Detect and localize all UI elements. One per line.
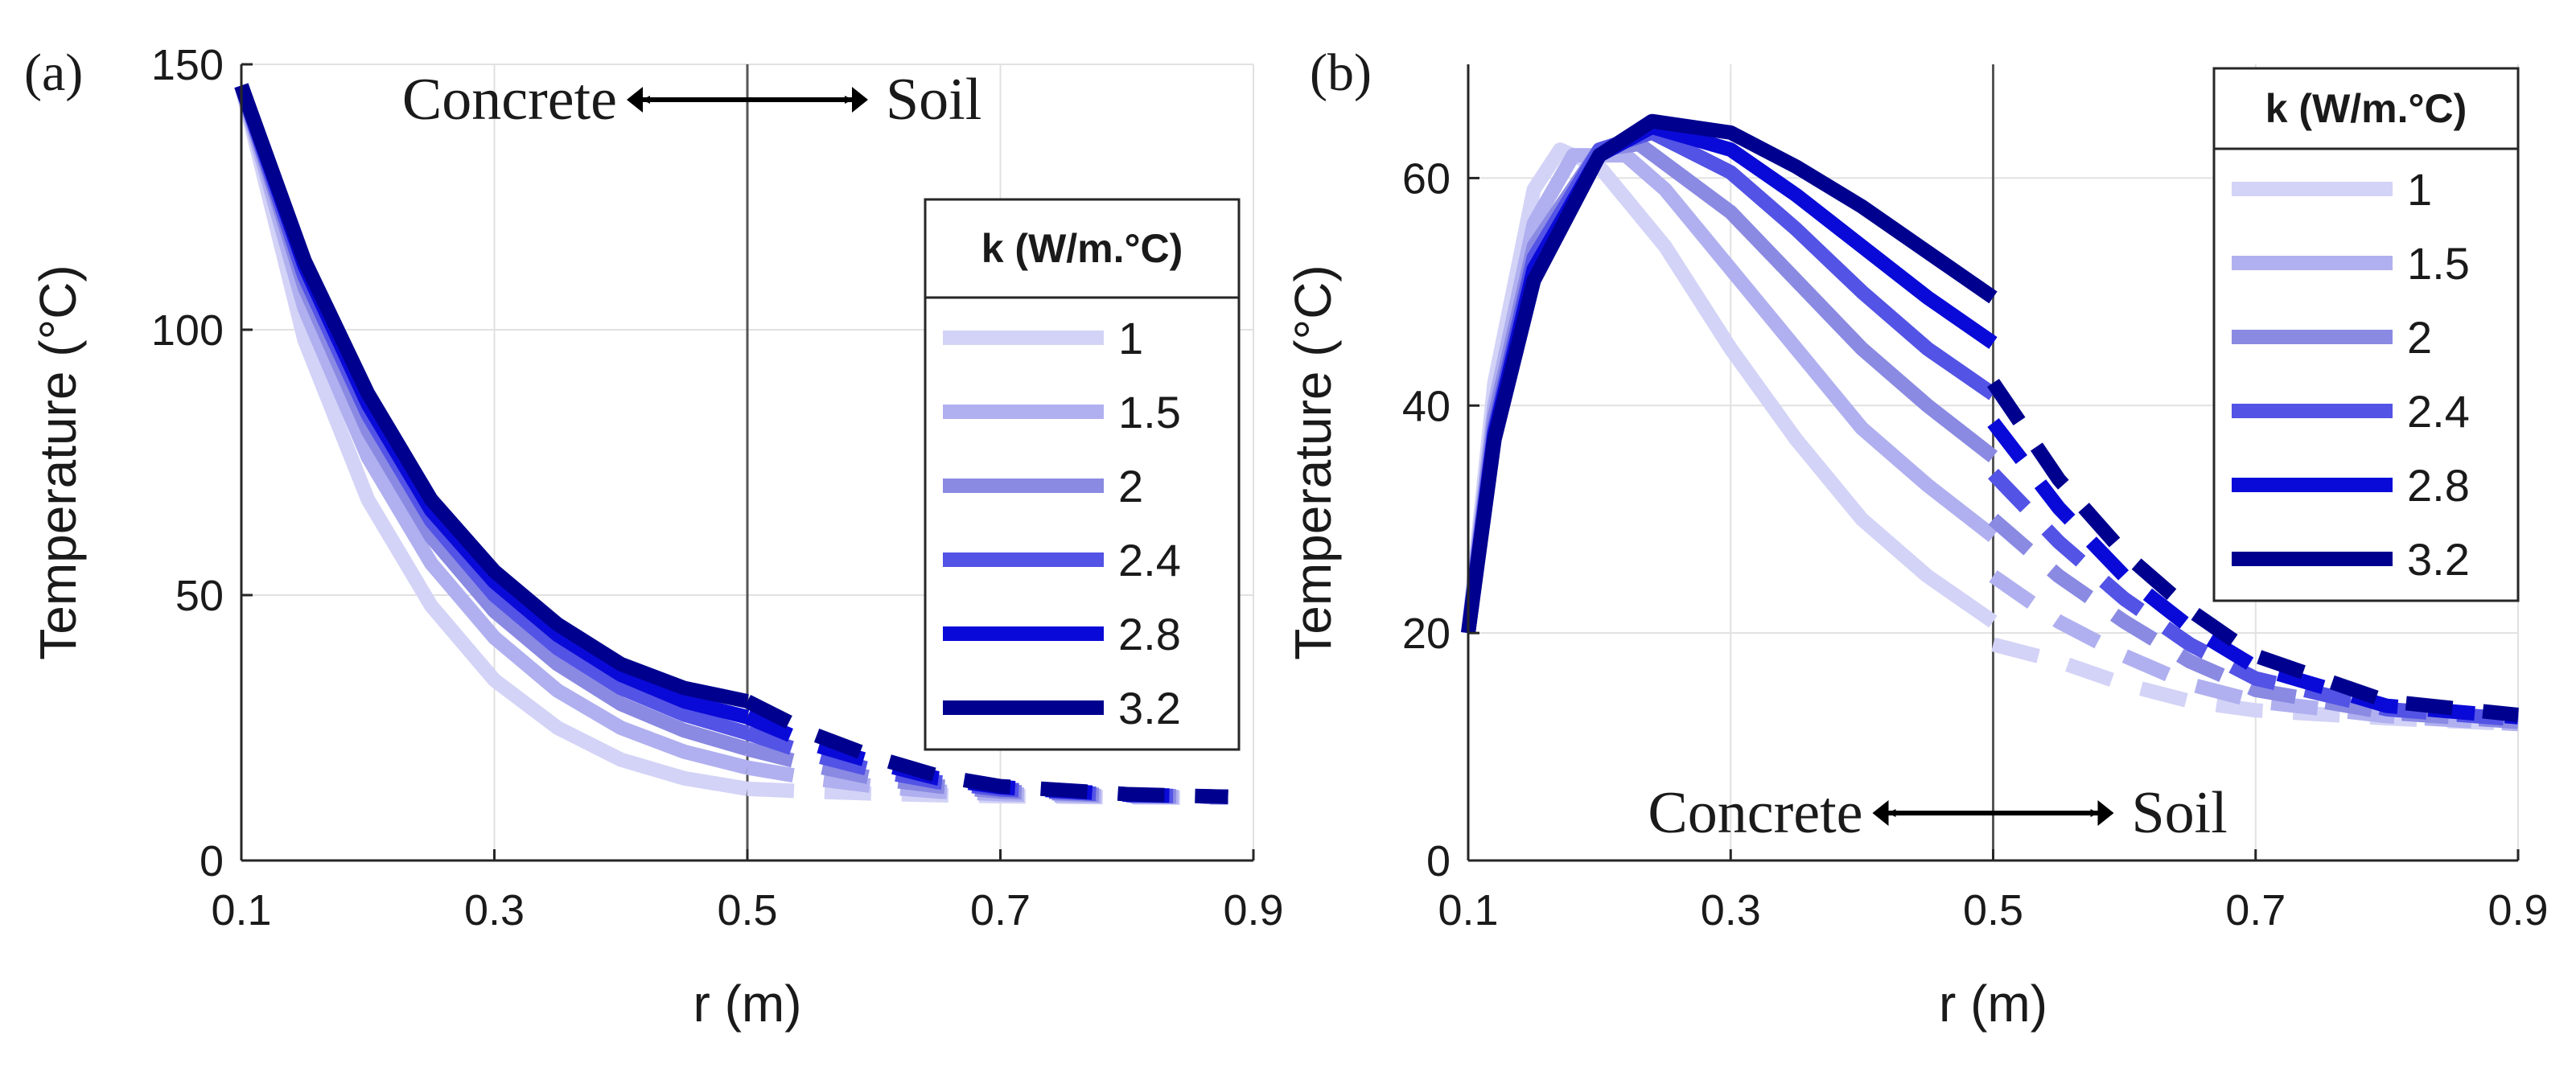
legend-label-k-1: 1 (2407, 164, 2432, 215)
x-tick-label: 0.5 (717, 886, 777, 934)
legend-label-k-3.2: 3.2 (2407, 534, 2470, 585)
series-line-soil-k-2.8 (1987, 418, 2519, 725)
legend-title: k (W/m.°C) (2265, 86, 2467, 131)
y-tick-label: 0 (1426, 837, 1451, 885)
x-tick-label: 0.1 (211, 886, 271, 934)
x-axis-label: r (m) (693, 975, 801, 1033)
series-line-concrete-k-3.2 (1461, 113, 1998, 635)
y-axis-label: Temperature (°C) (29, 265, 87, 660)
x-tick-label: 0.9 (1223, 886, 1283, 934)
x-tick-label: 0.1 (1438, 886, 1498, 934)
x-tick-label: 0.9 (2488, 886, 2548, 934)
series-line-concrete-k-1.5 (234, 83, 750, 775)
series-line-concrete-k-1 (234, 84, 749, 796)
series-line-soil-k-2 (1988, 513, 2519, 729)
panel-label: (a) (24, 43, 83, 102)
annotation-concrete: Concrete (1648, 780, 1862, 846)
chart-panel-a: 0.1 0.3 0.5 0.7 0.9 0 50 100 150 r (m) Temperature… (24, 41, 1284, 1033)
legend-box (924, 198, 1241, 751)
y-tick-label: 50 (175, 572, 224, 620)
y-tick-label: 0 (200, 837, 224, 885)
x-tick-label: 0.7 (970, 886, 1031, 934)
x-tick-label: 0.7 (2225, 886, 2286, 934)
x-tick-label: 0.3 (1701, 886, 1761, 934)
legend-label-k-3.2: 3.2 (1118, 683, 1181, 733)
y-tick-label: 150 (151, 41, 224, 89)
arrow-right-head-icon (852, 87, 868, 113)
legend-label-k-2.4: 2.4 (2407, 386, 2470, 437)
y-tick-label: 20 (1402, 610, 1451, 658)
x-tick-label: 0.3 (464, 886, 525, 934)
legend-label-k-1.5: 1.5 (1118, 387, 1181, 437)
series-line-soil-k-3.2 (1987, 378, 2519, 722)
chart-panel-b: 0.1 0.3 0.5 0.7 0.9 0 20 40 60 r (m) Temperature (… (1284, 43, 2549, 1033)
legend-label-k-1.5: 1.5 (2407, 238, 2470, 289)
legend-label-k-2.8: 2.8 (2407, 460, 2470, 511)
arrow-right-head-icon (2097, 800, 2114, 826)
annotation-concrete: Concrete (402, 67, 617, 133)
legend-label-k-2: 2 (1118, 461, 1143, 511)
series-line-concrete-k-3.2 (234, 83, 749, 709)
y-axis-label: Temperature (°C) (1284, 265, 1342, 660)
x-axis-label: r (m) (1939, 975, 2047, 1033)
legend-title: k (W/m.°C) (981, 226, 1183, 271)
annotation-soil: Soil (2132, 780, 2228, 846)
arrow-left-head-icon (1872, 800, 1889, 826)
legend-label-k-1: 1 (1118, 313, 1143, 363)
series-line-soil-k-3.2 (743, 694, 1228, 804)
legend-label-k-2: 2 (2407, 312, 2432, 363)
legend-label-k-2.4: 2.4 (1118, 535, 1181, 585)
arrow-left-head-icon (627, 87, 643, 113)
y-tick-label: 100 (151, 306, 224, 355)
legend-label-k-2.8: 2.8 (1118, 609, 1181, 659)
y-tick-label: 40 (1402, 382, 1451, 430)
y-tick-label: 60 (1402, 154, 1451, 203)
panel-label: (b) (1310, 43, 1372, 102)
x-tick-label: 0.5 (1963, 886, 2023, 934)
annotation-soil: Soil (886, 67, 981, 133)
